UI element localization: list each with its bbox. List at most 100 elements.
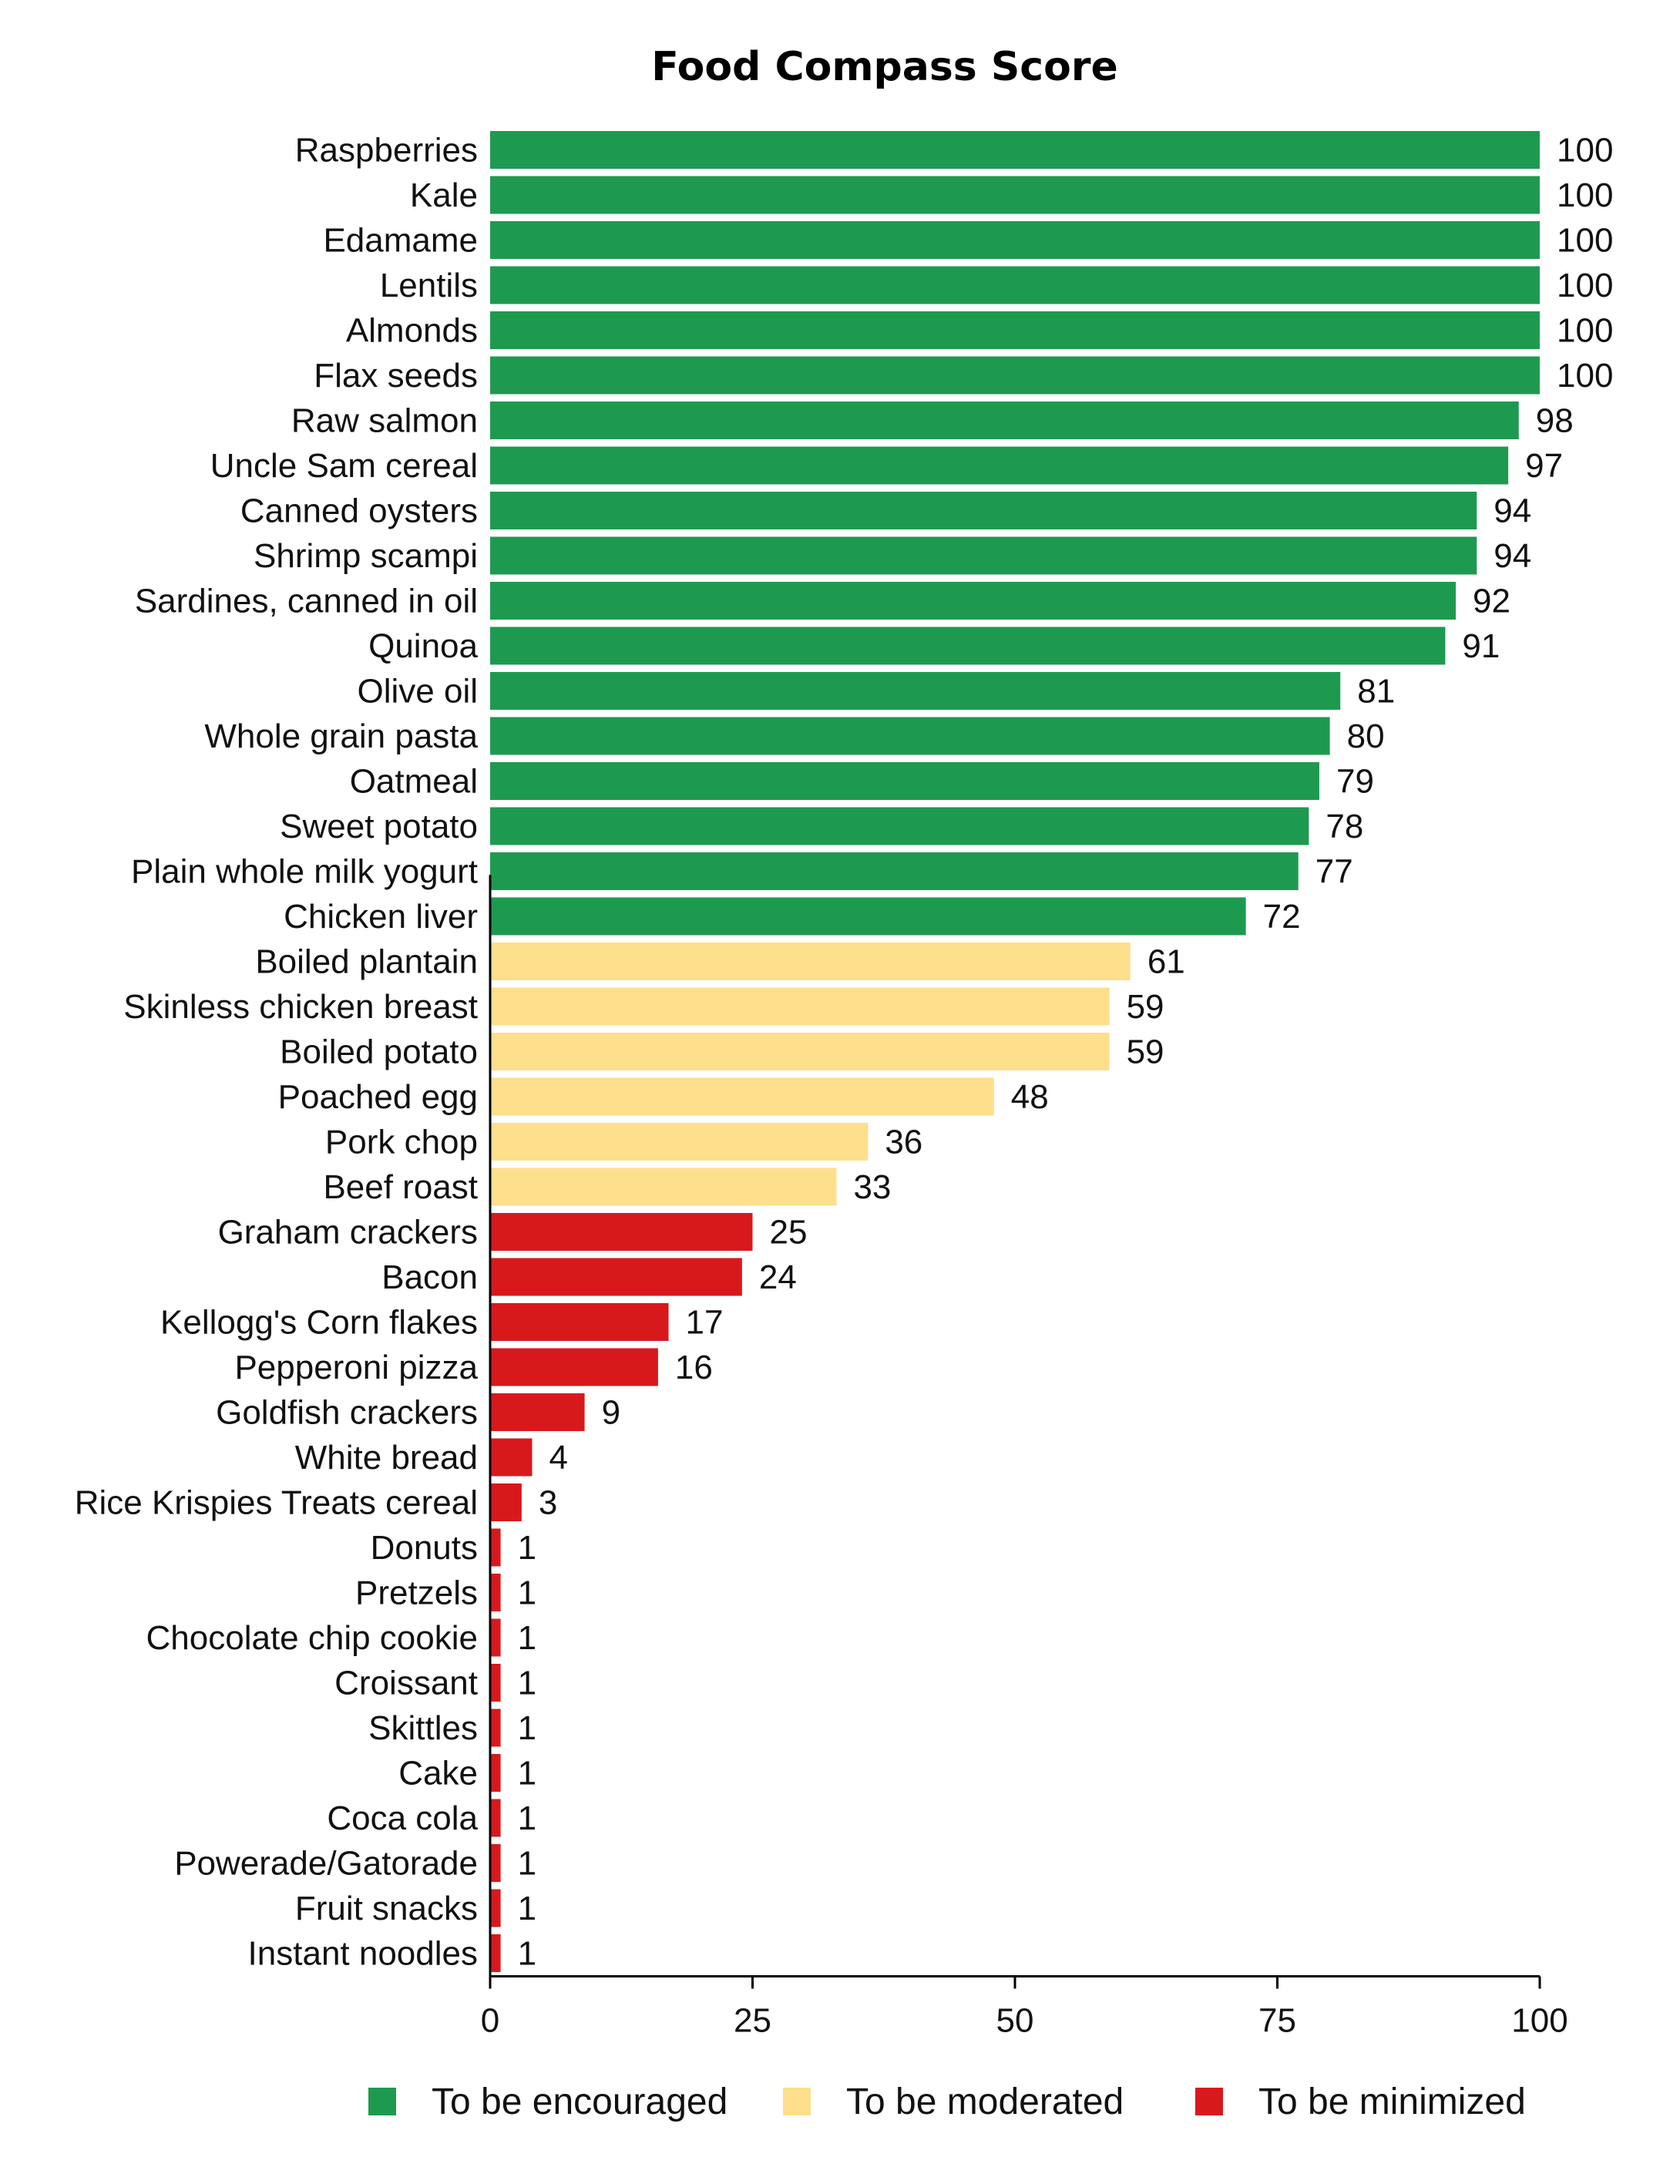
value-label: 4 [549, 1439, 567, 1477]
x-tick-label: 50 [996, 2002, 1034, 2040]
value-label: 100 [1557, 132, 1613, 170]
value-label: 1 [518, 1665, 536, 1702]
value-label: 94 [1494, 492, 1531, 530]
category-label: Pretzels [355, 1574, 478, 1612]
bar-37 [490, 1799, 501, 1837]
value-label: 1 [518, 1709, 536, 1747]
bar-24 [490, 1213, 753, 1251]
bar-38 [490, 1844, 501, 1882]
value-label: 98 [1536, 402, 1574, 440]
category-label: Pepperoni pizza [234, 1349, 478, 1386]
category-label: Skinless chicken breast [123, 988, 478, 1026]
category-label: Olive oil [358, 673, 479, 711]
bar-22 [490, 1123, 869, 1161]
bar-7 [490, 446, 1509, 485]
x-axis: 0 25 50 75 100 [481, 875, 1568, 2040]
x-tick-label: 75 [1258, 2002, 1296, 2040]
category-label: White bread [295, 1439, 478, 1477]
category-label: Uncle Sam cereal [210, 447, 478, 485]
legend-swatch-moderated [783, 2088, 811, 2115]
bar-11 [490, 627, 1446, 665]
category-label: Quinoa [368, 627, 478, 665]
value-label: 1 [518, 1845, 536, 1883]
bar-25 [490, 1258, 742, 1296]
category-label: Sardines, canned in oil [135, 583, 478, 620]
value-label: 17 [686, 1304, 724, 1342]
category-label: Lentils [380, 267, 478, 304]
bar-1 [490, 176, 1540, 214]
bar-4 [490, 311, 1540, 349]
value-label: 1 [518, 1619, 536, 1657]
bar-10 [490, 582, 1457, 620]
bar-23 [490, 1168, 837, 1206]
bar-35 [490, 1709, 501, 1747]
category-label: Fruit snacks [295, 1890, 478, 1927]
value-label: 100 [1557, 222, 1613, 260]
category-label: Plain whole milk yogurt [131, 853, 478, 891]
legend-label-moderated: To be moderated [846, 2082, 1124, 2122]
value-label: 78 [1326, 808, 1363, 845]
category-label: Raw salmon [291, 402, 478, 440]
bar-3 [490, 266, 1540, 304]
chart-title: Food Compass Score [651, 44, 1118, 90]
value-label: 1 [518, 1890, 536, 1927]
value-label: 81 [1357, 673, 1395, 711]
category-label: Kellogg's Corn flakes [160, 1304, 478, 1342]
x-tick-label: 25 [734, 2002, 771, 2040]
bar-21 [490, 1077, 994, 1116]
bar-40 [490, 1934, 501, 1972]
value-label: 100 [1557, 312, 1613, 350]
bar-6 [490, 402, 1519, 439]
legend: To be encouraged To be moderated To be min… [368, 2082, 1526, 2122]
bar-13 [490, 717, 1330, 755]
value-label: 1 [518, 1935, 536, 1973]
category-label: Pork chop [325, 1124, 478, 1161]
bar-8 [490, 492, 1477, 529]
value-label: 1 [518, 1529, 536, 1567]
category-label: Chicken liver [284, 898, 478, 936]
value-label: 3 [539, 1484, 557, 1522]
category-label: Flax seeds [314, 357, 478, 395]
category-label: Beef roast [323, 1168, 478, 1206]
bar-5 [490, 356, 1540, 395]
bar-31 [490, 1528, 501, 1567]
x-tick-label: 0 [481, 2002, 499, 2040]
value-label: 79 [1336, 763, 1374, 801]
value-label: 25 [770, 1214, 808, 1252]
bar-28 [490, 1393, 585, 1431]
value-label: 1 [518, 1799, 536, 1837]
value-label: 97 [1525, 447, 1563, 485]
value-label: 16 [675, 1349, 713, 1386]
bar-14 [490, 762, 1319, 800]
value-label: 72 [1263, 898, 1301, 936]
legend-swatch-minimized [1195, 2088, 1223, 2115]
category-label: Oatmeal [350, 763, 478, 801]
category-label: Donuts [371, 1529, 478, 1567]
value-label: 36 [885, 1124, 922, 1161]
value-label: 92 [1473, 583, 1510, 620]
category-label: Boiled potato [280, 1033, 478, 1071]
bars-group: Raspberries 100 Kale 100 Edamame 100 Lentils 10… [75, 131, 1613, 1973]
category-label: Instant noodles [248, 1935, 478, 1973]
value-label: 100 [1557, 357, 1613, 395]
value-label: 48 [1011, 1078, 1049, 1116]
category-label: Croissant [334, 1665, 478, 1702]
category-label: Raspberries [295, 132, 478, 170]
value-label: 80 [1347, 717, 1385, 755]
bar-12 [490, 672, 1341, 710]
legend-label-minimized: To be minimized [1258, 2082, 1526, 2122]
bar-27 [490, 1348, 658, 1386]
value-label: 91 [1462, 627, 1500, 665]
legend-swatch-encouraged [368, 2088, 396, 2115]
bar-36 [490, 1754, 501, 1792]
bar-34 [490, 1664, 501, 1702]
x-tick-label: 100 [1511, 2002, 1567, 2040]
value-label: 59 [1127, 1033, 1164, 1071]
value-label: 24 [759, 1258, 797, 1296]
value-label: 100 [1557, 267, 1613, 304]
value-label: 9 [602, 1394, 620, 1432]
legend-label-encouraged: To be encouraged [432, 2082, 727, 2122]
category-label: Bacon [381, 1258, 478, 1296]
